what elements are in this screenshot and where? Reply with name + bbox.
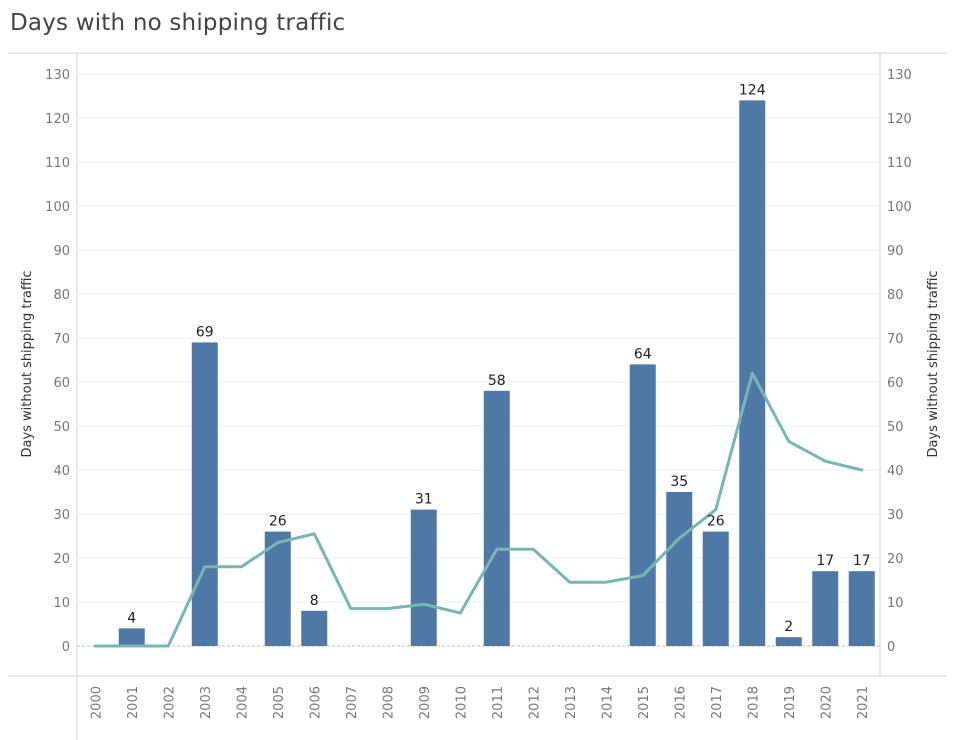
- x-tick-label: 2012: [527, 686, 542, 719]
- y-tick-label-right: 70: [887, 332, 904, 347]
- x-tick-label: 2014: [600, 686, 615, 719]
- data-label: 8: [310, 593, 319, 609]
- y-tick-label-right: 80: [887, 288, 904, 303]
- bar: [812, 571, 839, 646]
- y-tick-label-left: 120: [45, 112, 70, 127]
- bar: [666, 492, 693, 646]
- bar: [301, 610, 328, 646]
- bar: [702, 531, 729, 646]
- x-tick-label: 2020: [819, 686, 834, 719]
- data-label: 69: [196, 324, 214, 340]
- bar: [118, 628, 145, 646]
- y-axis-title-left: Days without shipping traffic: [20, 270, 35, 457]
- y-tick-label-right: 100: [887, 200, 912, 215]
- y-tick-label-right: 10: [887, 596, 904, 611]
- y-tick-label-left: 20: [53, 552, 70, 567]
- y-tick-label-left: 80: [53, 288, 70, 303]
- right-y-tick-labels: 0 10 20 30 40 50 60 70 80 90 100 110 120 130: [887, 68, 912, 655]
- data-labels: 4 69 26 8 31 58 64 35 26 124 2 17 17: [127, 82, 870, 635]
- y-tick-label-left: 100: [45, 200, 70, 215]
- data-label: 124: [739, 82, 766, 98]
- x-tick-label: 2018: [746, 686, 761, 719]
- bar: [410, 509, 437, 646]
- y-tick-label-right: 110: [887, 156, 912, 171]
- x-tick-label: 2013: [564, 686, 579, 719]
- y-tick-label-right: 40: [887, 464, 904, 479]
- x-tick-label: 2002: [162, 686, 177, 719]
- y-tick-label-right: 0: [887, 640, 895, 655]
- line-series: [93, 371, 864, 648]
- x-tick-label: 2005: [272, 686, 287, 719]
- data-label: 17: [816, 553, 834, 569]
- x-tick-label: 2009: [418, 686, 433, 719]
- y-tick-label-left: 40: [53, 464, 70, 479]
- bar: [191, 342, 218, 646]
- x-tick-label: 2006: [308, 686, 323, 719]
- y-tick-label-left: 10: [53, 596, 70, 611]
- y-tick-label-left: 50: [53, 420, 70, 435]
- x-tick-label: 2001: [126, 686, 141, 719]
- bar: [848, 571, 875, 646]
- data-label: 64: [634, 346, 652, 362]
- y-tick-label-left: 60: [53, 376, 70, 391]
- trend-line: [93, 371, 864, 648]
- data-label: 17: [853, 553, 871, 569]
- x-tick-label: 2017: [710, 686, 725, 719]
- bar: [629, 364, 656, 646]
- data-label: 26: [269, 514, 287, 530]
- y-tick-label-right: 130: [887, 68, 912, 83]
- y-tick-label-right: 90: [887, 244, 904, 259]
- chart-title: Days with no shipping traffic: [10, 10, 346, 36]
- x-tick-label: 2000: [89, 686, 104, 719]
- x-tick-label: 2019: [783, 686, 798, 719]
- x-tick-label: 2016: [673, 686, 688, 719]
- bar: [483, 390, 510, 646]
- y-tick-label-left: 30: [53, 508, 70, 523]
- y-tick-label-right: 20: [887, 552, 904, 567]
- x-tick-label: 2021: [856, 686, 871, 719]
- x-tick-label: 2011: [491, 686, 506, 719]
- x-tick-labels: 2000 2001 2002 2003 2004 2005 2006 2007 2008 2009…: [89, 686, 871, 719]
- bar: [775, 637, 802, 646]
- y-tick-label-left: 90: [53, 244, 70, 259]
- x-tick-label: 2010: [454, 686, 469, 719]
- data-label: 35: [670, 474, 688, 490]
- data-label: 31: [415, 492, 433, 508]
- data-label: 2: [784, 619, 793, 635]
- y-axis-title-right: Days without shipping traffic: [926, 270, 941, 457]
- y-tick-label-right: 120: [887, 112, 912, 127]
- x-tick-label: 2008: [381, 686, 396, 719]
- y-tick-label-left: 0: [62, 640, 70, 655]
- x-tick-label: 2007: [345, 686, 360, 719]
- bar: [264, 531, 291, 646]
- y-tick-label-left: 110: [45, 156, 70, 171]
- y-tick-label-left: 70: [53, 332, 70, 347]
- left-y-tick-labels: 0 10 20 30 40 50 60 70 80 90 100 110 120 130: [45, 68, 70, 655]
- data-label: 4: [127, 610, 136, 626]
- data-label: 58: [488, 373, 506, 389]
- y-tick-label-left: 130: [45, 68, 70, 83]
- y-tick-label-right: 60: [887, 376, 904, 391]
- x-tick-label: 2003: [199, 686, 214, 719]
- x-tick-label: 2004: [235, 686, 250, 719]
- data-label: 26: [707, 514, 725, 530]
- y-tick-label-right: 30: [887, 508, 904, 523]
- y-tick-label-right: 50: [887, 420, 904, 435]
- x-tick-label: 2015: [637, 686, 652, 719]
